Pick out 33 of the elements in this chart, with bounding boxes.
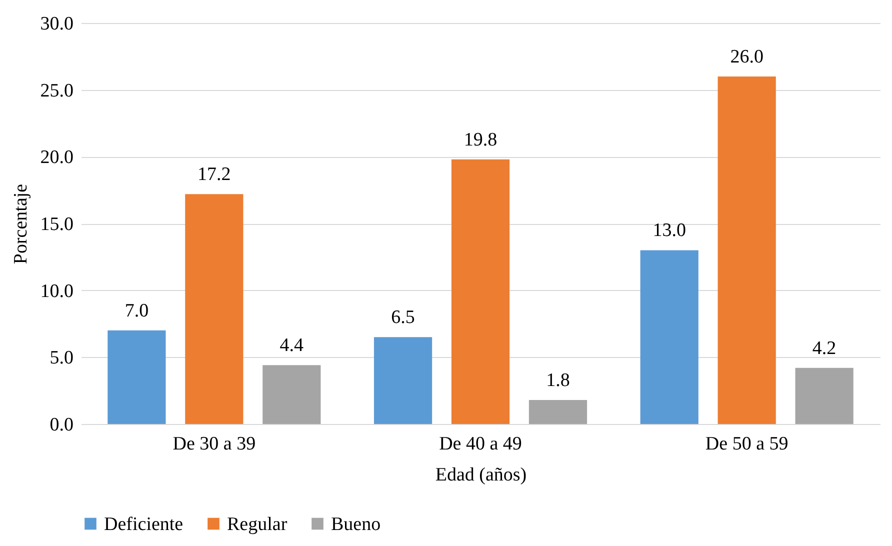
bar [795,368,854,424]
y-tick-label: 15.0 [40,214,74,235]
data-label: 13.0 [652,220,686,242]
y-tick-label: 25.0 [40,80,74,102]
x-axis-title: Edad (años) [435,464,527,486]
data-label: 17.2 [198,164,231,186]
x-tick-label: De 40 a 49 [439,434,522,454]
y-tick-label: 5.0 [50,348,74,369]
x-tick-label: De 50 a 59 [705,434,788,454]
y-tick-label: 30.0 [40,14,74,34]
y-tick-label: 20.0 [40,147,74,168]
bar [451,159,510,424]
bar [185,194,244,424]
data-label: 4.2 [812,338,836,359]
bar [528,400,588,424]
data-label: 7.0 [124,300,149,322]
y-tick-label: 10.0 [40,280,74,302]
bar [108,330,166,424]
bar [640,250,698,424]
bar [262,365,321,424]
legend-label: Deficiente [104,514,184,535]
bar [374,337,432,424]
y-axis-title: Porcentaje [10,184,32,264]
bar [718,76,776,424]
x-tick-label: De 30 a 39 [172,434,256,454]
data-label: 26.0 [730,46,764,68]
data-label: 19.8 [464,129,498,150]
legend-label: Bueno [331,514,381,535]
legend-label: Regular [227,514,288,535]
y-tick-label: 0.0 [50,414,74,436]
data-label: 6.5 [391,307,415,328]
data-label: 4.4 [280,335,304,356]
data-label: 1.8 [546,370,570,391]
